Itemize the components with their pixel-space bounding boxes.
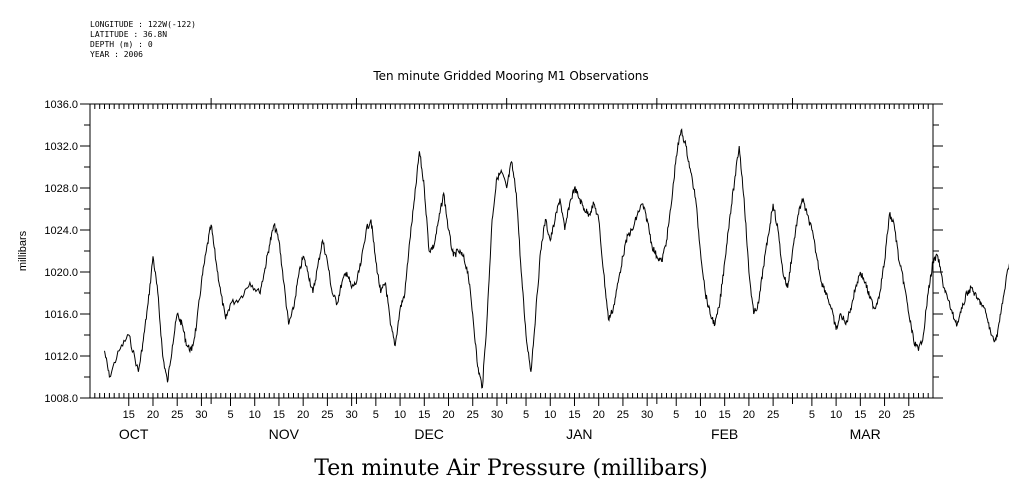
y-tick-label: 1008.0 xyxy=(44,393,78,405)
x-tick-label: 25 xyxy=(467,409,479,421)
y-tick-label: 1032.0 xyxy=(44,141,78,153)
axes-group: 15 20 25 30 5 10 15 20 25 30 5 10 15 20 25 30 5 10 15 20 25 3… xyxy=(44,98,943,442)
x-minor-ticks xyxy=(89,104,934,398)
x-tick-label: 25 xyxy=(767,409,779,421)
x-tick-label: 25 xyxy=(171,409,183,421)
x-tick-label: 30 xyxy=(195,409,207,421)
y-tick-label: 1016.0 xyxy=(44,309,78,321)
x-tick-label: 30 xyxy=(491,409,503,421)
x-tick-label: 5 xyxy=(523,409,529,421)
x-tick-label: 10 xyxy=(249,409,261,421)
x-tick-label: 15 xyxy=(568,409,580,421)
chart-title: Ten minute Gridded Mooring M1 Observatio… xyxy=(372,69,648,83)
y-tick-label: 1036.0 xyxy=(44,99,78,111)
x-tick-label: 10 xyxy=(544,409,556,421)
meta-year: YEAR : 2006 xyxy=(90,50,143,59)
meta-latitude: LATITUDE : 36.8N xyxy=(90,30,168,39)
x-tick-label: 15 xyxy=(123,409,135,421)
x-tick-label: 15 xyxy=(273,409,285,421)
x-tick-label: 5 xyxy=(227,409,233,421)
month-label: NOV xyxy=(269,426,300,442)
month-label: FEB xyxy=(711,426,738,442)
x-tick-label: 25 xyxy=(617,409,629,421)
x-tick-label: 30 xyxy=(641,409,653,421)
x-tick-label: 20 xyxy=(147,409,159,421)
month-label: OCT xyxy=(119,426,149,442)
x-tick-label: 5 xyxy=(809,409,815,421)
plot-frame xyxy=(89,103,934,399)
series-group xyxy=(104,128,1009,389)
month-label: DEC xyxy=(414,426,444,442)
month-label: MAR xyxy=(850,426,881,442)
metadata-block: LONGITUDE : 122W(-122) LATITUDE : 36.8N … xyxy=(90,20,196,60)
x-tick-label: 20 xyxy=(593,409,605,421)
x-tick-label: 5 xyxy=(373,409,379,421)
y-tick-label: 1028.0 xyxy=(44,183,78,195)
month-label: JAN xyxy=(566,426,592,442)
x-tick-label: 10 xyxy=(694,409,706,421)
y-tick-label: 1012.0 xyxy=(44,351,78,363)
x-tick-label: 5 xyxy=(673,409,679,421)
x-tick-label: 15 xyxy=(719,409,731,421)
x-tick-label: 20 xyxy=(743,409,755,421)
y-axis-label: millibars xyxy=(17,230,29,271)
x-tick-label: 25 xyxy=(321,409,333,421)
x-tick-label: 10 xyxy=(394,409,406,421)
meta-depth: DEPTH (m) : 0 xyxy=(90,40,153,49)
y-tick-label: 1024.0 xyxy=(44,225,78,237)
x-tick-label: 10 xyxy=(830,409,842,421)
x-tick-label: 15 xyxy=(854,409,866,421)
pressure-series-line xyxy=(104,128,1009,389)
x-tick-label: 25 xyxy=(903,409,915,421)
x-tick-label: 20 xyxy=(878,409,890,421)
meta-longitude: LONGITUDE : 122W(-122) xyxy=(90,20,196,29)
x-tick-label: 20 xyxy=(297,409,309,421)
x-tick-label: 20 xyxy=(442,409,454,421)
y-tick-label: 1020.0 xyxy=(44,267,78,279)
bottom-title: Ten minute Air Pressure (millibars) xyxy=(314,456,707,481)
x-tick-label: 15 xyxy=(418,409,430,421)
x-tick-label: 30 xyxy=(345,409,357,421)
